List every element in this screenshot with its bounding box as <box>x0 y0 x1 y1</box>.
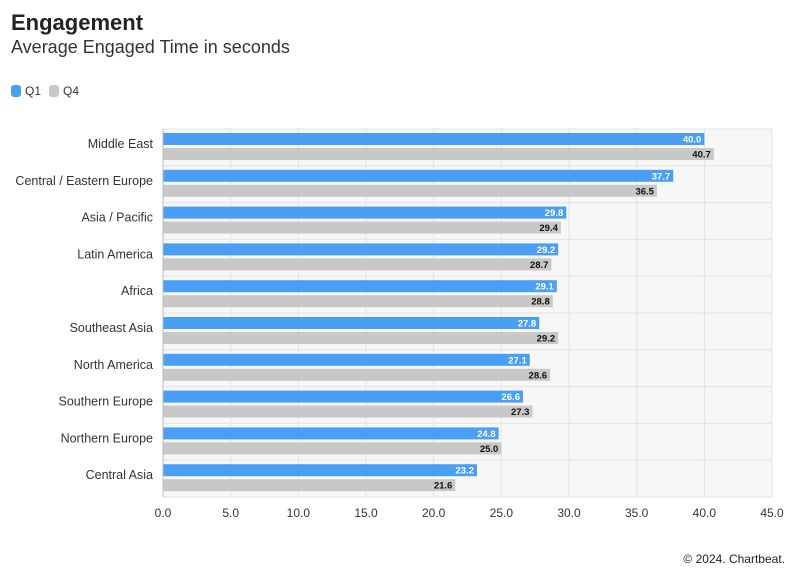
bar-q1 <box>163 317 540 329</box>
data-label-q4: 28.8 <box>531 297 550 308</box>
legend: Q1 Q4 <box>11 84 87 98</box>
bar-q4 <box>163 221 561 234</box>
bar-q4 <box>163 442 502 455</box>
category-label: Latin America <box>77 247 153 261</box>
legend-swatch-q4 <box>49 85 60 97</box>
legend-label-q1: Q1 <box>25 84 42 98</box>
data-label-q1: 26.6 <box>501 392 520 403</box>
bar-q4 <box>163 368 551 381</box>
legend-swatch-q1 <box>11 85 21 97</box>
data-label-q1: 27.8 <box>518 319 537 330</box>
bar-q1 <box>163 390 523 403</box>
data-label-q4: 25.0 <box>480 444 499 455</box>
bar-q4 <box>163 332 559 344</box>
data-label-q4: 21.6 <box>434 481 453 492</box>
category-label: Central / Eastern Europe <box>15 174 153 188</box>
bar-q1 <box>163 133 705 145</box>
data-label-q1: 29.8 <box>545 208 564 219</box>
x-tick-label: 45.0 <box>760 506 784 520</box>
legend-item-q4[interactable]: Q4 <box>49 84 79 98</box>
data-label-q1: 24.8 <box>477 429 496 440</box>
bar-q4 <box>163 184 657 197</box>
data-label-q1: 29.1 <box>535 282 554 293</box>
bar-q4 <box>163 295 553 308</box>
x-tick-label: 40.0 <box>693 506 717 520</box>
bar-q4 <box>163 479 456 492</box>
x-tick-label: 5.0 <box>222 506 239 520</box>
bar-q1 <box>163 353 530 366</box>
bar-q1 <box>163 280 557 293</box>
legend-item-q1[interactable]: Q1 <box>11 84 41 98</box>
category-label: Asia / Pacific <box>81 211 153 225</box>
data-label-q1: 23.2 <box>455 466 474 477</box>
category-label: Southern Europe <box>58 395 153 409</box>
data-label-q1: 37.7 <box>652 171 671 182</box>
data-label-q4: 29.2 <box>537 334 556 345</box>
data-label-q4: 29.4 <box>539 223 558 234</box>
data-label-q1: 40.0 <box>683 135 702 146</box>
bar-q1 <box>163 427 499 440</box>
bar-q4 <box>163 405 533 418</box>
data-label-q4: 36.5 <box>635 186 654 197</box>
legend-label-q4: Q4 <box>63 84 80 98</box>
category-label: Northern Europe <box>61 431 153 445</box>
x-tick-label: 25.0 <box>490 506 514 520</box>
copyright-text: © 2024. Chartbeat. <box>683 552 785 566</box>
bar-q1 <box>163 206 567 219</box>
x-tick-label: 0.0 <box>155 506 172 520</box>
category-label: Middle East <box>88 137 154 151</box>
x-tick-label: 35.0 <box>625 506 649 520</box>
data-label-q4: 40.7 <box>692 150 711 161</box>
x-tick-label: 20.0 <box>422 506 446 520</box>
chart-title: Engagement <box>11 10 144 35</box>
data-label-q4: 27.3 <box>511 407 530 418</box>
bar-q1 <box>163 169 674 182</box>
bar-q1 <box>163 464 477 477</box>
x-tick-label: 15.0 <box>354 506 378 520</box>
bar-q4 <box>163 148 714 160</box>
x-tick-label: 30.0 <box>557 506 581 520</box>
data-label-q1: 29.2 <box>537 245 556 256</box>
data-label-q1: 27.1 <box>508 355 527 366</box>
bar-q1 <box>163 243 559 256</box>
category-label: Africa <box>121 284 153 298</box>
chart-subtitle: Average Engaged Time in seconds <box>11 37 290 57</box>
data-label-q4: 28.6 <box>529 370 548 381</box>
x-tick-label: 10.0 <box>287 506 311 520</box>
data-label-q4: 28.7 <box>530 260 549 271</box>
category-label: North America <box>74 358 153 372</box>
bar-q4 <box>163 258 552 271</box>
category-label: Central Asia <box>86 468 153 482</box>
category-label: Southeast Asia <box>70 321 153 335</box>
